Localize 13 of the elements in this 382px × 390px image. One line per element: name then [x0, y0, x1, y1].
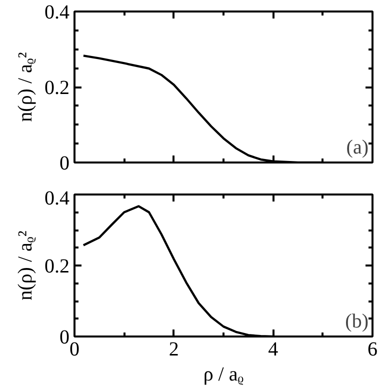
y-axis-title: n(ρ) / aᵨ²: [14, 52, 36, 122]
x-tick-label: 4: [268, 338, 278, 360]
annotation: (a): [346, 136, 369, 158]
y-axis-title: n(ρ) / aᵨ²: [14, 230, 36, 300]
annotation: (b): [345, 310, 369, 332]
x-axis-title: ρ / aᵨ: [203, 364, 244, 386]
x-tick-label: 2: [168, 338, 179, 360]
x-tick-label: 6: [368, 338, 378, 360]
y-tick-label: 0.2: [44, 77, 70, 99]
y-tick-label: 0.2: [44, 256, 70, 278]
y-tick-label: 0.4: [44, 188, 70, 210]
y-tick-label: 0.4: [44, 2, 70, 24]
y-tick-label: 0: [60, 152, 70, 174]
